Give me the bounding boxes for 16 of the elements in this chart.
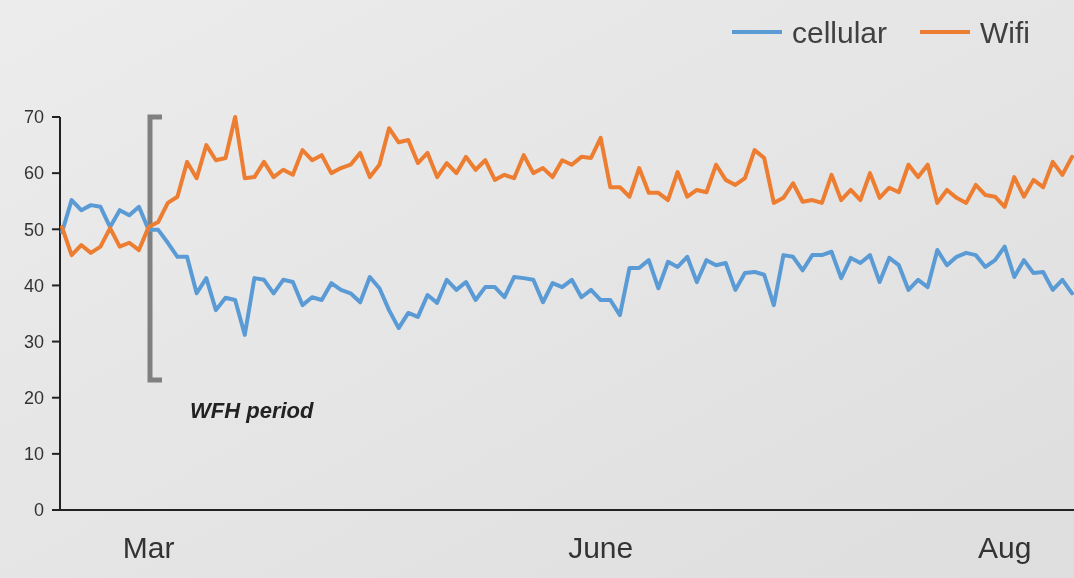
- y-tick-label: 70: [23, 107, 44, 128]
- y-tick-label: 10: [23, 444, 44, 465]
- line-series: [60, 198, 1074, 337]
- legend-label: Wifi: [980, 15, 1030, 49]
- x-tick-label: Aug: [977, 531, 1032, 564]
- annotation: WFH period: [190, 398, 314, 423]
- y-tick-label: 20: [23, 388, 44, 409]
- y-tick-label: 60: [23, 163, 44, 184]
- legend-label: cellular: [792, 15, 888, 49]
- line-series: [60, 115, 1074, 258]
- y-tick-label: 50: [23, 219, 44, 240]
- x-tick-label: June: [568, 531, 634, 564]
- y-tick-label: 30: [23, 331, 44, 352]
- y-tick-label: 0: [33, 500, 44, 521]
- x-tick-label: Mar: [122, 531, 175, 564]
- y-tick-label: 40: [23, 275, 44, 296]
